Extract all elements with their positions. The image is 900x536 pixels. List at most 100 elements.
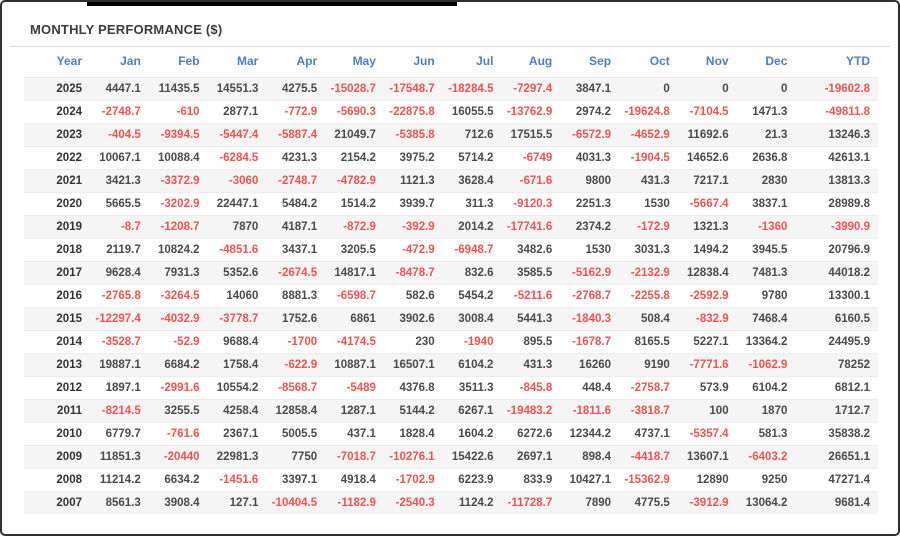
- value-cell-feb: -1208.7: [148, 214, 208, 238]
- value-cell-jan: 4447.1: [90, 76, 149, 100]
- column-header-jul: Jul: [476, 53, 494, 68]
- value-cell-may: -5489: [325, 375, 384, 399]
- column-header-jan: Jan: [120, 53, 141, 68]
- value-cell-mar: 9688.4: [207, 329, 267, 353]
- value-cell-jun: 1121.3: [383, 168, 443, 192]
- value-cell-may: 10887.1: [325, 352, 384, 376]
- value-cell-sep: 9800: [560, 168, 620, 192]
- value-cell-ytd: -3990.9: [795, 214, 878, 238]
- value-cell-dec: 581.3: [736, 421, 796, 445]
- table-row-2009: 2009 11851.3 -20440 22981.3 7750 -7018.7 -1027…: [24, 444, 878, 468]
- value-cell-dec: 2830: [736, 168, 796, 192]
- value-cell-jun: -472.9: [383, 237, 443, 261]
- value-cell-may: 1287.1: [325, 398, 384, 422]
- value-cell-apr: 4275.5: [266, 76, 326, 100]
- value-cell-dec: 9250: [736, 467, 796, 491]
- value-cell-feb: 6684.2: [148, 352, 208, 376]
- value-cell-oct: -2255.8: [619, 283, 678, 307]
- value-cell-ytd: 13246.3: [795, 122, 878, 146]
- value-cell-jun: -5385.8: [383, 122, 443, 146]
- value-cell-feb: 3255.5: [148, 398, 208, 422]
- value-cell-mar: 22981.3: [207, 444, 267, 468]
- value-cell-mar: 2367.1: [207, 421, 267, 445]
- value-cell-nov: -5667.4: [677, 191, 737, 215]
- value-cell-nov: 0: [677, 76, 737, 100]
- column-header-oct: Oct: [649, 53, 670, 68]
- value-cell-apr: 5484.2: [266, 191, 326, 215]
- value-cell-jan: 2119.7: [90, 237, 149, 261]
- value-cell-jul: -1940: [442, 329, 502, 353]
- value-cell-aug: 17515.5: [501, 122, 561, 146]
- value-cell-may: -6598.7: [325, 283, 384, 307]
- value-cell-jan: 6779.7: [90, 421, 149, 445]
- page-title: MONTHLY PERFORMANCE ($): [30, 22, 223, 37]
- value-cell-feb: -20440: [148, 444, 208, 468]
- value-cell-dec: 1870: [736, 398, 796, 422]
- value-cell-jul: 5454.2: [442, 283, 502, 307]
- value-cell-feb: 7931.3: [148, 260, 208, 284]
- value-cell-mar: 2877.1: [207, 99, 267, 123]
- value-cell-mar: -3060: [207, 168, 267, 192]
- value-cell-aug: -11728.7: [501, 490, 561, 514]
- value-cell-jun: 5144.2: [383, 398, 443, 422]
- value-cell-sep: -1811.6: [560, 398, 620, 422]
- value-cell-dec: 13364.2: [736, 329, 796, 353]
- value-cell-ytd: 1712.7: [795, 398, 878, 422]
- value-cell-aug: -5211.6: [501, 283, 561, 307]
- value-cell-jun: -392.9: [383, 214, 443, 238]
- value-cell-may: 6861: [325, 306, 384, 330]
- value-cell-jan: 10067.1: [90, 145, 149, 169]
- value-cell-jul: 6267.1: [442, 398, 502, 422]
- table-row-2011: 2011 -8214.5 3255.5 4258.4 12858.4 1287.1 5144…: [24, 398, 878, 422]
- value-cell-may: -7018.7: [325, 444, 384, 468]
- value-cell-oct: -19624.8: [619, 99, 678, 123]
- value-cell-dec: 6104.2: [736, 375, 796, 399]
- value-cell-apr: -2748.7: [266, 168, 326, 192]
- value-cell-nov: 100: [677, 398, 737, 422]
- value-cell-dec: 2636.8: [736, 145, 796, 169]
- value-cell-ytd: 13300.1: [795, 283, 878, 307]
- column-header-nov: Nov: [705, 53, 729, 68]
- value-cell-nov: 12838.4: [677, 260, 737, 284]
- value-cell-nov: 5227.1: [677, 329, 737, 353]
- value-cell-jan: 1897.1: [90, 375, 149, 399]
- value-cell-jun: 1828.4: [383, 421, 443, 445]
- value-cell-dec: 21.3: [736, 122, 796, 146]
- value-cell-jan: -8214.5: [90, 398, 149, 422]
- value-cell-feb: -3202.9: [148, 191, 208, 215]
- value-cell-apr: 5005.5: [266, 421, 326, 445]
- year-cell: 2010: [24, 421, 90, 445]
- value-cell-oct: 4775.5: [619, 490, 678, 514]
- value-cell-jun: 230: [383, 329, 443, 353]
- table-row-2021: 2021 3421.3 -3372.9 -3060 -2748.7 -4782.9 1121…: [24, 168, 878, 192]
- column-header-mar: Mar: [237, 53, 259, 68]
- column-header-sep: Sep: [589, 53, 612, 68]
- table-row-2007: 2007 8561.3 3908.4 127.1 -10404.5 -1182.9 -254…: [24, 490, 878, 514]
- value-cell-oct: 0: [619, 76, 678, 100]
- value-cell-apr: 8881.3: [266, 283, 326, 307]
- value-cell-ytd: -49811.8: [795, 99, 878, 123]
- value-cell-ytd: 28989.8: [795, 191, 878, 215]
- value-cell-sep: 2374.2: [560, 214, 620, 238]
- value-cell-dec: 7481.3: [736, 260, 796, 284]
- value-cell-apr: 12858.4: [266, 398, 326, 422]
- value-cell-mar: -5447.4: [207, 122, 267, 146]
- value-cell-aug: -7297.4: [501, 76, 561, 100]
- value-cell-apr: -622.9: [266, 352, 326, 376]
- value-cell-jan: -3528.7: [90, 329, 149, 353]
- value-cell-jul: 3511.3: [442, 375, 502, 399]
- table-row-2020: 2020 5665.5 -3202.9 22447.1 5484.2 1514.2 3939…: [24, 191, 878, 215]
- value-cell-apr: 3437.1: [266, 237, 326, 261]
- year-cell: 2019: [24, 214, 90, 238]
- year-cell: 2015: [24, 306, 90, 330]
- value-cell-oct: 9190: [619, 352, 678, 376]
- value-cell-may: 2154.2: [325, 145, 384, 169]
- column-header-may: May: [352, 53, 376, 68]
- value-cell-dec: 0: [736, 76, 796, 100]
- value-cell-nov: 13607.1: [677, 444, 737, 468]
- column-header-dec: Dec: [765, 53, 788, 68]
- value-cell-feb: -52.9: [148, 329, 208, 353]
- value-cell-jan: -12297.4: [90, 306, 149, 330]
- window-top-notch: [87, 2, 457, 6]
- column-header-apr: Apr: [296, 53, 318, 68]
